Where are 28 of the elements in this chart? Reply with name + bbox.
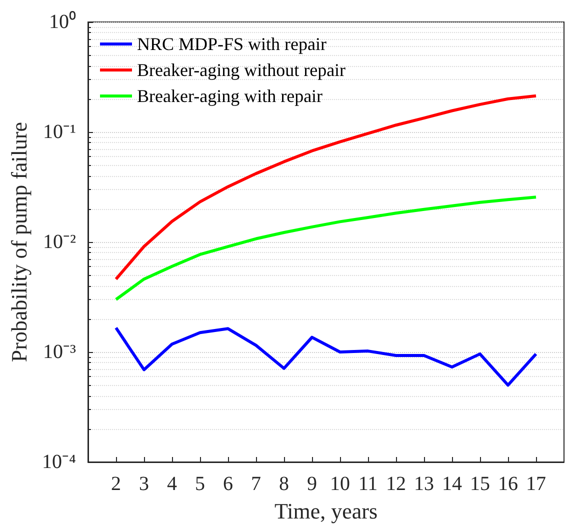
x-tick-label: 8 <box>279 473 289 495</box>
x-tick-label: 9 <box>307 473 317 495</box>
x-axis-title: Time, years <box>274 498 378 524</box>
legend-label: NRC MDP-FS with repair <box>137 34 327 54</box>
x-tick-label: 16 <box>498 473 518 495</box>
line-series <box>114 326 538 387</box>
x-tick-label: 14 <box>442 473 462 495</box>
x-tick-label: 7 <box>251 473 261 495</box>
x-tick-label: 3 <box>139 473 149 495</box>
x-tick-label: 11 <box>358 473 378 495</box>
y-tick-label: 10⁰ <box>49 10 76 33</box>
y-tick-label: 10⁻¹ <box>43 121 76 143</box>
y-axis-title: Probability of pump failure <box>6 122 32 362</box>
x-tick-label: 2 <box>111 473 121 495</box>
x-tick-label: 15 <box>470 473 490 495</box>
x-tick-label: 6 <box>223 473 233 495</box>
x-tick-label: 13 <box>414 473 434 495</box>
legend-label: Breaker-aging with repair <box>137 86 323 106</box>
x-tick-label: 4 <box>167 473 177 495</box>
x-tick-label: 17 <box>526 473 546 495</box>
y-tick-label: 10⁻³ <box>43 341 76 363</box>
legend-label: Breaker-aging without repair <box>137 60 346 80</box>
line-series <box>114 196 538 302</box>
x-tick-label: 10 <box>330 473 350 495</box>
x-tick-label: 5 <box>195 473 205 495</box>
y-tick-label: 10⁻⁴ <box>42 451 76 473</box>
x-tick-label: 12 <box>386 473 406 495</box>
y-tick-label: 10⁻² <box>43 231 76 253</box>
